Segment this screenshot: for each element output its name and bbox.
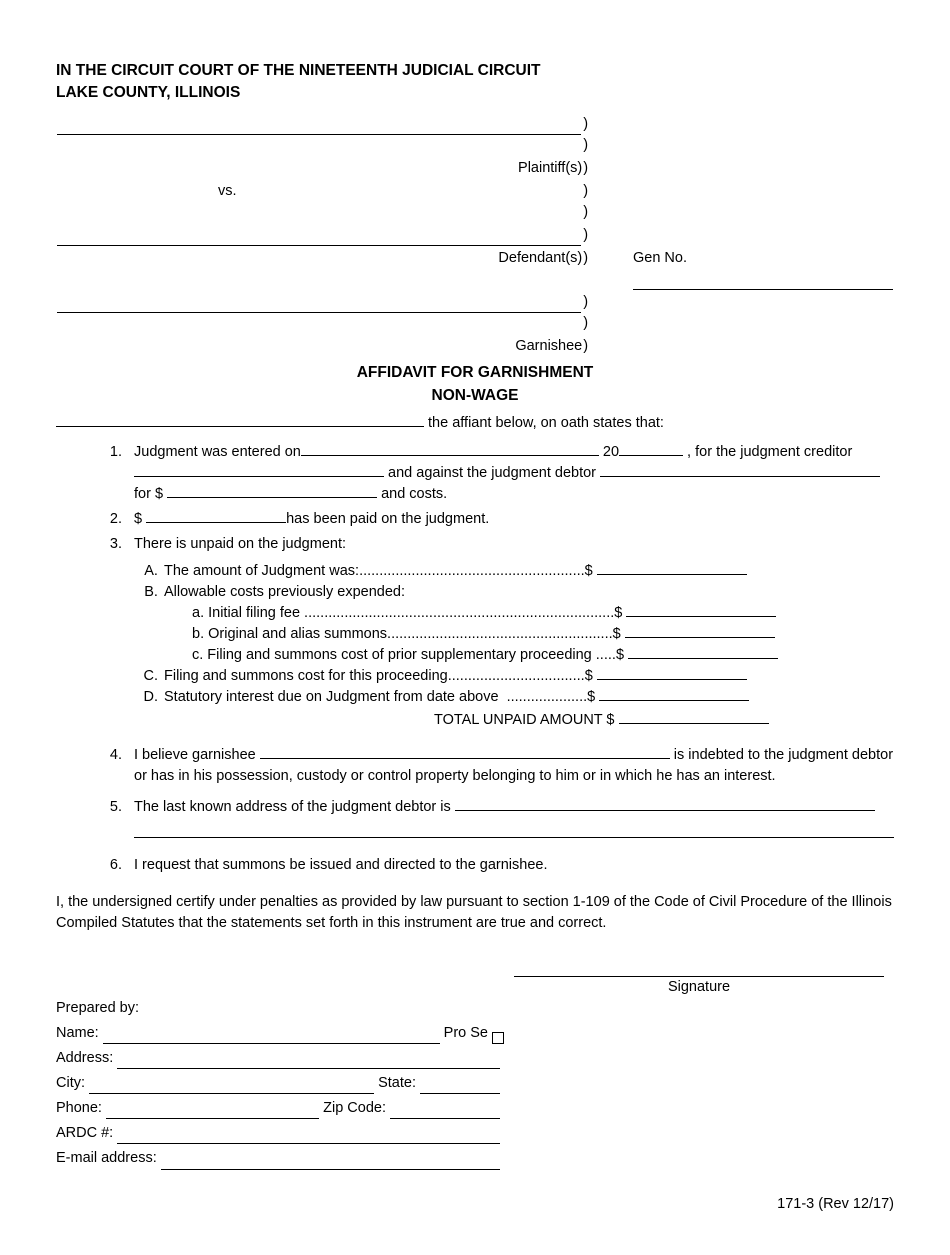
amount-3c-field[interactable] bbox=[597, 679, 747, 680]
vs-label: vs. bbox=[56, 180, 582, 224]
prep-ardc-field[interactable] bbox=[117, 1127, 500, 1144]
plaintiff-label: Plaintiff(s) bbox=[56, 157, 582, 180]
debtor-address-field-2[interactable] bbox=[134, 837, 894, 838]
item-3d: Statutory interest due on Judgment from … bbox=[162, 687, 894, 708]
judgment-year-field[interactable] bbox=[619, 455, 683, 456]
title-line1: AFFIDAVIT FOR GARNISHMENT bbox=[56, 362, 894, 384]
item-6: I request that summons be issued and dir… bbox=[126, 855, 894, 876]
court-line1: IN THE CIRCUIT COURT OF THE NINETEENTH J… bbox=[56, 60, 894, 82]
gen-no-field[interactable] bbox=[633, 289, 893, 290]
item-3c: Filing and summons cost for this proceed… bbox=[162, 666, 894, 687]
paid-amount-field[interactable] bbox=[146, 522, 286, 523]
amount-3a-field[interactable] bbox=[597, 574, 747, 575]
certification: I, the undersigned certify under penalti… bbox=[56, 892, 894, 934]
prep-zip-label: Zip Code: bbox=[323, 1098, 386, 1119]
debtor-address-field-1[interactable] bbox=[455, 810, 875, 811]
court-line2: LAKE COUNTY, ILLINOIS bbox=[56, 82, 894, 104]
form-number: 171-3 (Rev 12/17) bbox=[56, 1194, 894, 1215]
prep-city-field[interactable] bbox=[89, 1077, 374, 1094]
item-3a: The amount of Judgment was:.............… bbox=[162, 561, 894, 582]
prep-ardc-label: ARDC #: bbox=[56, 1123, 113, 1144]
amount-3ba-field[interactable] bbox=[626, 616, 776, 617]
item-3-lead: There is unpaid on the judgment: bbox=[134, 536, 346, 552]
prep-state-label: State: bbox=[378, 1073, 416, 1094]
item-4: I believe garnishee is indebted to the j… bbox=[126, 745, 894, 787]
affiant-text: the affiant below, on oath states that: bbox=[424, 415, 664, 431]
doc-title: AFFIDAVIT FOR GARNISHMENT NON-WAGE bbox=[56, 362, 894, 407]
court-header: IN THE CIRCUIT COURT OF THE NINETEENTH J… bbox=[56, 60, 894, 105]
signature-label: Signature bbox=[504, 977, 894, 998]
garnishee-line[interactable] bbox=[57, 292, 581, 313]
prep-address-field[interactable] bbox=[117, 1052, 500, 1069]
prep-email-field[interactable] bbox=[161, 1153, 500, 1170]
prep-state-field[interactable] bbox=[420, 1077, 500, 1094]
judgment-amount-field[interactable] bbox=[167, 497, 377, 498]
affiant-row: the affiant below, on oath states that: bbox=[56, 413, 894, 434]
judgment-date-field[interactable] bbox=[301, 455, 599, 456]
signature-block: Signature bbox=[56, 958, 894, 998]
prepared-by-section: Prepared by: Name: Pro Se Address: City:… bbox=[56, 998, 504, 1169]
prep-phone-field[interactable] bbox=[106, 1102, 319, 1119]
plaintiff-line[interactable] bbox=[57, 114, 581, 135]
signature-field[interactable] bbox=[514, 958, 884, 977]
item-3-sublist: The amount of Judgment was:.............… bbox=[134, 561, 894, 708]
creditor-field[interactable] bbox=[134, 476, 384, 477]
prep-zip-field[interactable] bbox=[390, 1102, 500, 1119]
prep-email-label: E-mail address: bbox=[56, 1148, 157, 1169]
garnishee-label: Garnishee bbox=[56, 335, 582, 358]
prep-address-label: Address: bbox=[56, 1048, 113, 1069]
gen-no-label: Gen No. bbox=[633, 250, 687, 266]
pro-se-label: Pro Se bbox=[444, 1023, 488, 1044]
case-caption: )) Plaintiff(s) ) vs. )) ) Defendant(s) … bbox=[56, 113, 894, 358]
item-5: The last known address of the judgment d… bbox=[126, 797, 894, 845]
defendant-line[interactable] bbox=[57, 225, 581, 246]
item-3b: Allowable costs previously expended: a. … bbox=[162, 582, 894, 666]
total-amount-field[interactable] bbox=[619, 723, 769, 724]
caption-paren: )) bbox=[582, 113, 603, 157]
garnishee-name-field[interactable] bbox=[260, 758, 670, 759]
prep-name-field[interactable] bbox=[103, 1027, 440, 1044]
total-row: TOTAL UNPAID AMOUNT $ bbox=[134, 710, 894, 731]
prepared-by-label: Prepared by: bbox=[56, 998, 504, 1019]
item-3: There is unpaid on the judgment: The amo… bbox=[126, 534, 894, 731]
amount-3bc-field[interactable] bbox=[628, 658, 778, 659]
statement-list: Judgment was entered on 20 , for the jud… bbox=[56, 442, 894, 876]
defendant-label: Defendant(s) bbox=[56, 247, 582, 291]
prep-city-label: City: bbox=[56, 1073, 85, 1094]
amount-3d-field[interactable] bbox=[599, 700, 749, 701]
affiant-name-field[interactable] bbox=[56, 426, 424, 427]
pro-se-checkbox[interactable] bbox=[492, 1032, 504, 1044]
debtor-field[interactable] bbox=[600, 476, 880, 477]
item-1: Judgment was entered on 20 , for the jud… bbox=[126, 442, 894, 505]
prep-name-label: Name: bbox=[56, 1023, 99, 1044]
item-2: $ has been paid on the judgment. bbox=[126, 509, 894, 530]
title-line2: NON-WAGE bbox=[56, 385, 894, 407]
amount-3bb-field[interactable] bbox=[625, 637, 775, 638]
prep-phone-label: Phone: bbox=[56, 1098, 102, 1119]
